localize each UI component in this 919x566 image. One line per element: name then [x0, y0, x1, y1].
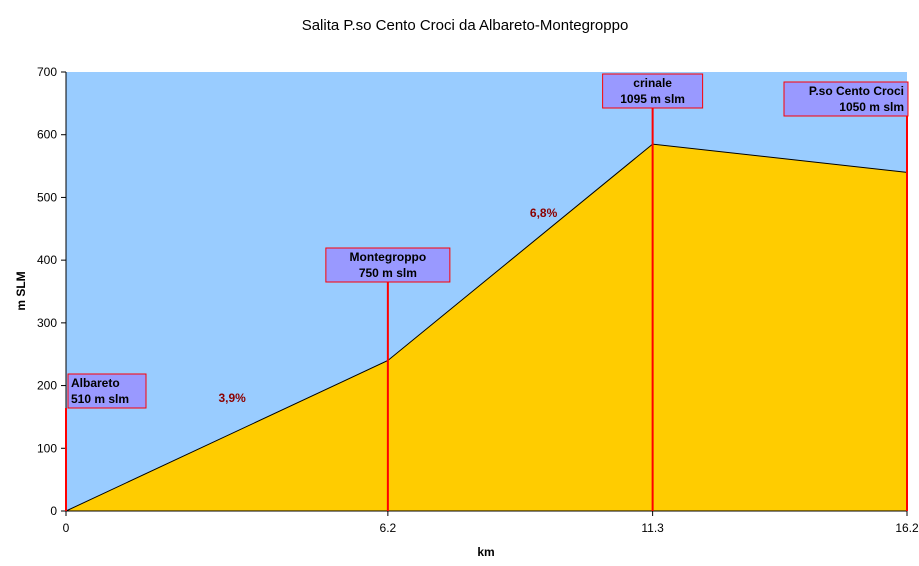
- chart-title: Salita P.so Cento Croci da Albareto-Mont…: [302, 17, 629, 34]
- marker-label-text: 750 m slm: [359, 266, 417, 280]
- marker-label-box: [602, 73, 704, 109]
- y-tick-label: 200: [37, 379, 57, 393]
- marker-label-text: P.so Cento Croci: [809, 84, 904, 98]
- y-tick-label: 400: [37, 253, 57, 267]
- marker-label-box: [67, 373, 147, 409]
- marker-label-text: crinale: [633, 76, 672, 90]
- marker-label-text: 1095 m slm: [620, 92, 685, 106]
- marker-label-text: 1050 m slm: [839, 100, 904, 114]
- gradient-labels: 3,9% 6,8%: [218, 206, 557, 405]
- gradient-label: 6,8%: [530, 206, 558, 220]
- y-tick-label: 100: [37, 441, 57, 455]
- elevation-area: [66, 144, 907, 511]
- x-tick-label: 16.2: [895, 521, 919, 535]
- marker-label-text: 510 m slm: [71, 392, 129, 406]
- y-tick-label: 500: [37, 190, 57, 204]
- elevation-line: [65, 143, 908, 512]
- marker-label-text: Montegroppo: [350, 250, 427, 264]
- x-tick-label: 6.2: [380, 521, 397, 535]
- x-tick-label: 11.3: [641, 521, 664, 535]
- y-axis-label: m SLM: [14, 271, 28, 310]
- gradient-label: 3,9%: [218, 391, 246, 405]
- axes: 0 100 200 300 400 500 600 700 0 6.2 11.3 16.2: [37, 65, 919, 535]
- marker-label-text: Albareto: [71, 376, 120, 390]
- waypoint-markers: Albareto 510 m slm Montegroppo 750 m slm cri…: [65, 73, 909, 511]
- y-tick-label: 0: [50, 504, 57, 518]
- marker-label-box: [783, 81, 909, 117]
- x-axis-label: km: [477, 545, 494, 559]
- y-tick-label: 300: [37, 316, 57, 330]
- y-tick-label: 700: [37, 65, 57, 79]
- y-tick-label: 600: [37, 128, 57, 142]
- x-tick-label: 0: [63, 521, 70, 535]
- marker-label-box: [325, 247, 451, 283]
